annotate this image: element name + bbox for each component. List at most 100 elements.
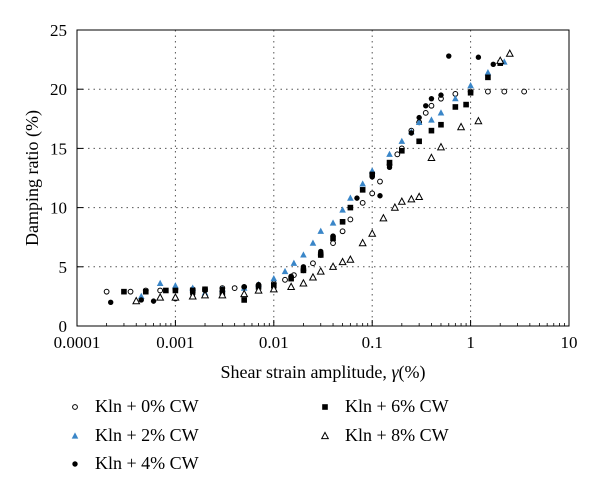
data-point: [241, 297, 247, 303]
data-point: [218, 290, 227, 299]
data-point: [309, 239, 317, 246]
data-point: [329, 219, 337, 226]
data-point: [438, 92, 444, 98]
data-point: [377, 178, 383, 185]
data-point: [339, 228, 346, 235]
data-point: [288, 275, 294, 282]
data-point: [200, 290, 210, 299]
data-point: [132, 296, 141, 305]
data-point: [300, 267, 307, 274]
data-point: [415, 192, 424, 201]
data-point: [347, 216, 354, 223]
legend-marker: [71, 432, 79, 439]
data-point: [189, 287, 196, 294]
data-point: [359, 180, 366, 187]
data-point: [330, 240, 336, 247]
legend-label: Kln + 4% CW: [95, 453, 199, 473]
data-point: [415, 118, 423, 125]
data-point: [490, 61, 496, 68]
legend-marker: [72, 461, 78, 467]
data-point: [386, 159, 393, 166]
data-point: [156, 279, 164, 286]
y-tick-label: 25: [50, 21, 67, 40]
grid-lines: [77, 30, 569, 326]
data-point: [172, 282, 179, 289]
plot-area-frame: [76, 29, 570, 327]
data-point: [142, 288, 149, 295]
x-tick-label: 0.01: [259, 333, 289, 352]
x-tick-label: 1: [466, 333, 475, 352]
data-point: [390, 202, 400, 211]
data-point: [386, 150, 393, 157]
data-point: [254, 285, 263, 294]
data-point: [428, 102, 435, 109]
data-point: [338, 257, 347, 266]
data-point: [299, 278, 308, 287]
data-point: [399, 147, 405, 154]
data-point: [463, 101, 469, 108]
data-point: [316, 266, 325, 275]
data-point: [407, 194, 416, 203]
legend: Kln + 0% CW Kln + 2% CW Kln + 4% CW Kln + 6…: [71, 396, 449, 473]
data-point: [137, 292, 145, 299]
y-tick-label: 0: [59, 317, 68, 336]
legend-label: Kln + 6% CW: [345, 396, 449, 416]
data-point: [347, 194, 354, 201]
data-point: [172, 287, 179, 294]
axis-tick-labels: 0.0001 0.001 0.01 0.1 1 10 0 5 10 15 20 25: [50, 21, 578, 352]
data-point: [386, 164, 393, 171]
x-axis-title-symbol: γ: [391, 362, 399, 382]
data-point: [127, 288, 134, 295]
data-point: [107, 299, 114, 306]
x-tick-label: 0.0001: [54, 333, 101, 352]
data-point: [188, 291, 197, 300]
data-point: [428, 127, 435, 134]
axis-ticks: [76, 29, 570, 327]
series-2: [137, 58, 508, 299]
data-point: [231, 285, 238, 292]
data-point: [310, 260, 316, 267]
data-point: [157, 287, 164, 294]
data-point: [436, 142, 446, 151]
legend-marker: [322, 404, 328, 410]
legend-item: Kln + 4% CW: [72, 453, 199, 473]
series-1: [103, 88, 528, 295]
y-tick-label: 15: [50, 139, 67, 158]
data-point: [408, 130, 415, 136]
data-point: [467, 82, 474, 89]
data-point: [308, 272, 318, 281]
legend-label: Kln + 0% CW: [95, 396, 199, 416]
y-tick-label: 20: [50, 80, 67, 99]
data-point: [339, 206, 346, 213]
data-point: [521, 88, 528, 95]
data-point: [358, 238, 367, 247]
data-point: [317, 227, 325, 234]
legend-item: Kln + 2% CW: [71, 425, 199, 445]
data-point: [369, 190, 376, 197]
data-point: [505, 49, 514, 57]
data-point: [163, 287, 169, 294]
data-point: [171, 292, 180, 301]
data-point: [150, 298, 157, 304]
data-point: [138, 297, 144, 303]
data-point: [346, 255, 355, 263]
data-point: [359, 187, 366, 193]
data-point: [240, 289, 249, 298]
data-point: [354, 195, 360, 201]
data-point: [467, 89, 474, 96]
data-point: [202, 286, 208, 293]
data-point: [485, 74, 491, 81]
data-point: [121, 288, 127, 295]
data-point: [452, 95, 459, 102]
x-axis-title-main: Shear strain amplitude,: [220, 362, 391, 382]
data-point: [328, 262, 338, 270]
x-tick-label: 10: [561, 333, 578, 352]
y-axis-title: Damping ratio (%): [22, 110, 43, 246]
data-point: [317, 252, 324, 258]
data-point: [496, 56, 505, 64]
data-point: [397, 197, 406, 205]
data-point: [423, 103, 429, 109]
data-point: [501, 88, 508, 95]
x-tick-label: 0.1: [362, 333, 383, 352]
data-point: [438, 121, 444, 128]
